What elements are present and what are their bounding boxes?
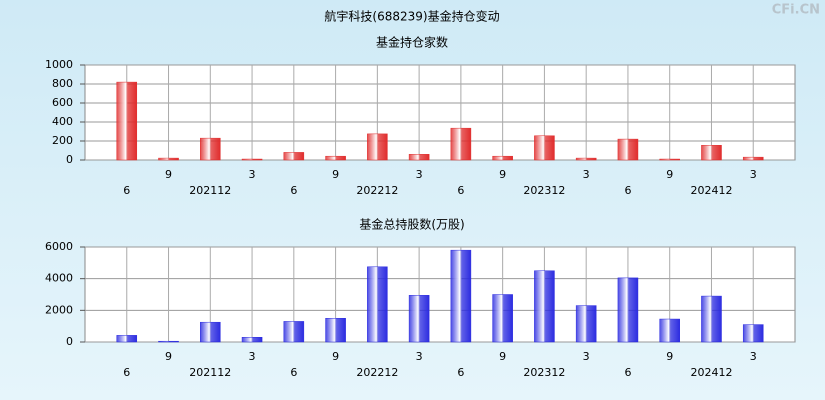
bar <box>200 321 221 343</box>
bar <box>158 340 179 343</box>
x-tick-label: 9 <box>666 350 673 363</box>
x-tick-label: 6 <box>457 184 464 197</box>
bar <box>408 295 430 343</box>
bar <box>325 318 346 343</box>
bar <box>575 157 597 161</box>
bar <box>200 137 221 161</box>
x-tick-label: 3 <box>249 168 256 181</box>
y-tick-label: 2000 <box>45 303 73 316</box>
bar <box>742 156 764 161</box>
x-tick-label: 9 <box>332 168 339 181</box>
x-tick-label: 3 <box>249 350 256 363</box>
y-tick-label: 4000 <box>45 272 73 285</box>
bar <box>450 127 472 161</box>
bar <box>367 266 388 343</box>
x-tick-label: 9 <box>499 350 506 363</box>
x-tick-label: 3 <box>750 350 757 363</box>
bar <box>492 155 513 161</box>
y-tick-label: 200 <box>52 134 73 147</box>
x-tick-label: 3 <box>416 168 423 181</box>
x-tick-label: 3 <box>750 168 757 181</box>
chart-title: 基金总持股数(万股) <box>359 217 464 232</box>
bar <box>325 155 346 161</box>
x-tick-label: 202312 <box>523 366 565 379</box>
x-tick-label: 202212 <box>356 366 398 379</box>
plot-area <box>84 246 796 343</box>
x-tick-label: 9 <box>332 350 339 363</box>
bar <box>241 158 263 161</box>
bar <box>283 152 305 161</box>
watermark: CFi.CN <box>772 3 820 18</box>
x-tick-label: 6 <box>290 366 297 379</box>
bar <box>534 270 555 343</box>
x-tick-label: 9 <box>666 168 673 181</box>
bar <box>701 145 722 161</box>
bar <box>659 318 680 343</box>
bar <box>617 138 639 161</box>
chart-title: 基金持仓家数 <box>376 35 448 50</box>
y-tick-label: 0 <box>66 335 73 348</box>
bar <box>158 157 179 161</box>
y-tick-label: 800 <box>52 77 73 90</box>
x-tick-label: 202412 <box>690 366 732 379</box>
x-tick-label: 202112 <box>189 366 231 379</box>
y-tick-label: 600 <box>52 96 73 109</box>
bar <box>116 335 138 343</box>
bar <box>408 154 430 161</box>
bar <box>659 158 680 161</box>
x-tick-label: 6 <box>123 366 130 379</box>
x-tick-label: 202312 <box>523 184 565 197</box>
plot-area <box>84 64 796 161</box>
bar <box>575 305 597 343</box>
bar <box>617 277 639 343</box>
x-tick-label: 202412 <box>690 184 732 197</box>
bar <box>450 249 472 343</box>
x-tick-label: 9 <box>165 350 172 363</box>
x-tick-label: 6 <box>123 184 130 197</box>
bar <box>241 337 263 343</box>
bar <box>534 135 555 161</box>
y-tick-label: 400 <box>52 115 73 128</box>
y-tick-label: 6000 <box>45 240 73 253</box>
x-tick-label: 6 <box>624 366 631 379</box>
page-title: 航宇科技(688239)基金持仓变动 <box>324 9 499 24</box>
x-tick-label: 9 <box>499 168 506 181</box>
bar <box>701 295 722 343</box>
x-tick-label: 6 <box>624 184 631 197</box>
x-tick-label: 3 <box>583 350 590 363</box>
x-tick-label: 202212 <box>356 184 398 197</box>
x-tick-label: 3 <box>416 350 423 363</box>
x-tick-label: 9 <box>165 168 172 181</box>
bar <box>283 321 305 343</box>
x-tick-label: 6 <box>290 184 297 197</box>
y-tick-label: 1000 <box>45 58 73 71</box>
y-tick-label: 0 <box>66 153 73 166</box>
bar <box>367 133 388 161</box>
bar <box>742 324 764 343</box>
x-tick-label: 3 <box>583 168 590 181</box>
bar <box>116 81 138 161</box>
x-tick-label: 6 <box>457 366 464 379</box>
bar <box>492 294 513 343</box>
x-tick-label: 202112 <box>189 184 231 197</box>
